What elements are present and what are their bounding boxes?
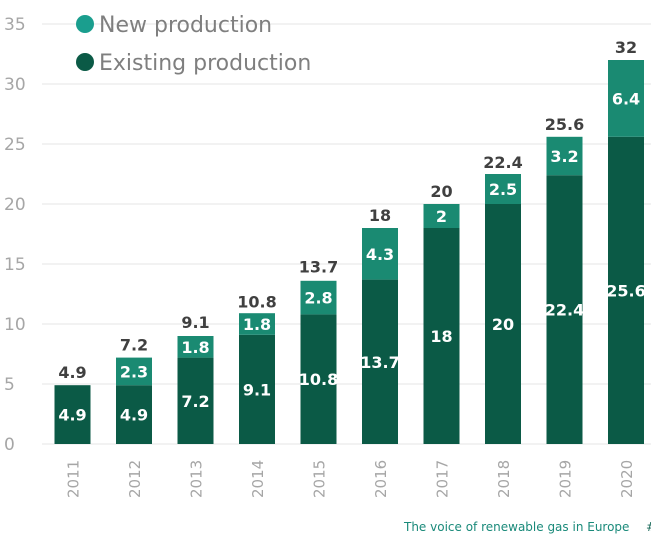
y-tick-label: 5 [4, 375, 15, 395]
total-label-2016: 18 [369, 206, 391, 225]
bar-existing-2020 [608, 136, 644, 445]
bar-existing-2012 [116, 385, 152, 444]
bar-new-2016 [362, 228, 398, 280]
bar-new-2012 [116, 357, 152, 386]
bar-label-new-2018: 2.5 [489, 180, 517, 199]
x-tick-label: 2013 [188, 460, 206, 498]
total-label-2019: 25.6 [545, 115, 584, 134]
bar-existing-2019 [546, 175, 583, 444]
bar-existing-2011 [54, 385, 91, 444]
bar-label-existing-2015: 10.8 [299, 370, 338, 389]
y-tick-label: 0 [4, 435, 15, 455]
x-tick-label: 2016 [372, 460, 390, 498]
bar-label-new-2017: 2 [436, 207, 447, 226]
y-tick-label: 20 [4, 195, 26, 215]
total-label-2020: 32 [615, 38, 637, 57]
bar-label-existing-2014: 9.1 [243, 380, 271, 399]
bar-existing-2016 [362, 279, 398, 444]
x-tick-label: 2018 [495, 460, 513, 498]
x-tick-label: 2014 [249, 460, 267, 498]
x-tick-label: 2015 [311, 460, 329, 498]
bar-new-2020 [608, 60, 644, 137]
bar-label-new-2019: 3.2 [550, 147, 578, 166]
legend-label-existing: Existing production [99, 51, 311, 76]
bar-label-new-2020: 6.4 [612, 89, 640, 108]
bar-existing-2013 [177, 357, 214, 444]
total-label-2014: 10.8 [237, 292, 276, 311]
y-tick-label: 30 [4, 75, 26, 95]
bar-label-existing-2013: 7.2 [181, 392, 209, 411]
bar-new-2019 [546, 136, 583, 176]
y-tick-label: 25 [4, 135, 26, 155]
total-label-2018: 22.4 [483, 153, 522, 172]
bar-new-2018 [485, 174, 521, 204]
legend-swatch-new [76, 15, 94, 33]
x-tick-label: 2020 [618, 460, 636, 498]
x-tick-label: 2011 [65, 460, 83, 498]
legend-swatch-existing [76, 53, 94, 71]
y-tick-label: 10 [4, 315, 26, 335]
bar-existing-2017 [423, 228, 460, 444]
bar-label-new-2015: 2.8 [304, 289, 332, 308]
bar-existing-2018 [485, 204, 521, 444]
x-tick-label: 2017 [434, 460, 452, 498]
total-label-2013: 9.1 [181, 313, 209, 332]
bar-label-existing-2020: 25.6 [606, 281, 645, 300]
bar-label-existing-2017: 18 [430, 327, 452, 346]
y-tick-label: 35 [4, 15, 26, 35]
bar-new-2013 [177, 336, 214, 358]
bar-new-2017 [423, 204, 460, 228]
total-label-2012: 7.2 [120, 336, 148, 355]
bar-label-existing-2011: 4.9 [58, 406, 86, 425]
total-label-2011: 4.9 [58, 363, 86, 382]
footer-tagline: The voice of renewable gas in Europe [404, 520, 630, 534]
bar-new-2015 [300, 280, 337, 315]
bar-label-new-2014: 1.8 [243, 315, 271, 334]
bar-existing-2014 [239, 334, 275, 444]
bar-label-new-2013: 1.8 [181, 338, 209, 357]
x-tick-label: 2012 [126, 460, 144, 498]
bar-existing-2015 [300, 314, 337, 444]
footer-mark: # [646, 520, 651, 534]
x-tick-label: 2019 [557, 460, 575, 498]
legend-label-new: New production [99, 13, 272, 38]
total-label-2015: 13.7 [299, 258, 338, 277]
bar-label-new-2016: 4.3 [366, 245, 394, 264]
bar-label-existing-2012: 4.9 [120, 406, 148, 425]
bar-label-new-2012: 2.3 [120, 362, 148, 381]
bar-new-2014 [239, 313, 275, 335]
bar-label-existing-2019: 22.4 [545, 301, 584, 320]
y-tick-label: 15 [4, 255, 26, 275]
bar-label-existing-2016: 13.7 [360, 353, 399, 372]
bar-label-existing-2018: 20 [492, 315, 514, 334]
total-label-2017: 20 [430, 182, 452, 201]
